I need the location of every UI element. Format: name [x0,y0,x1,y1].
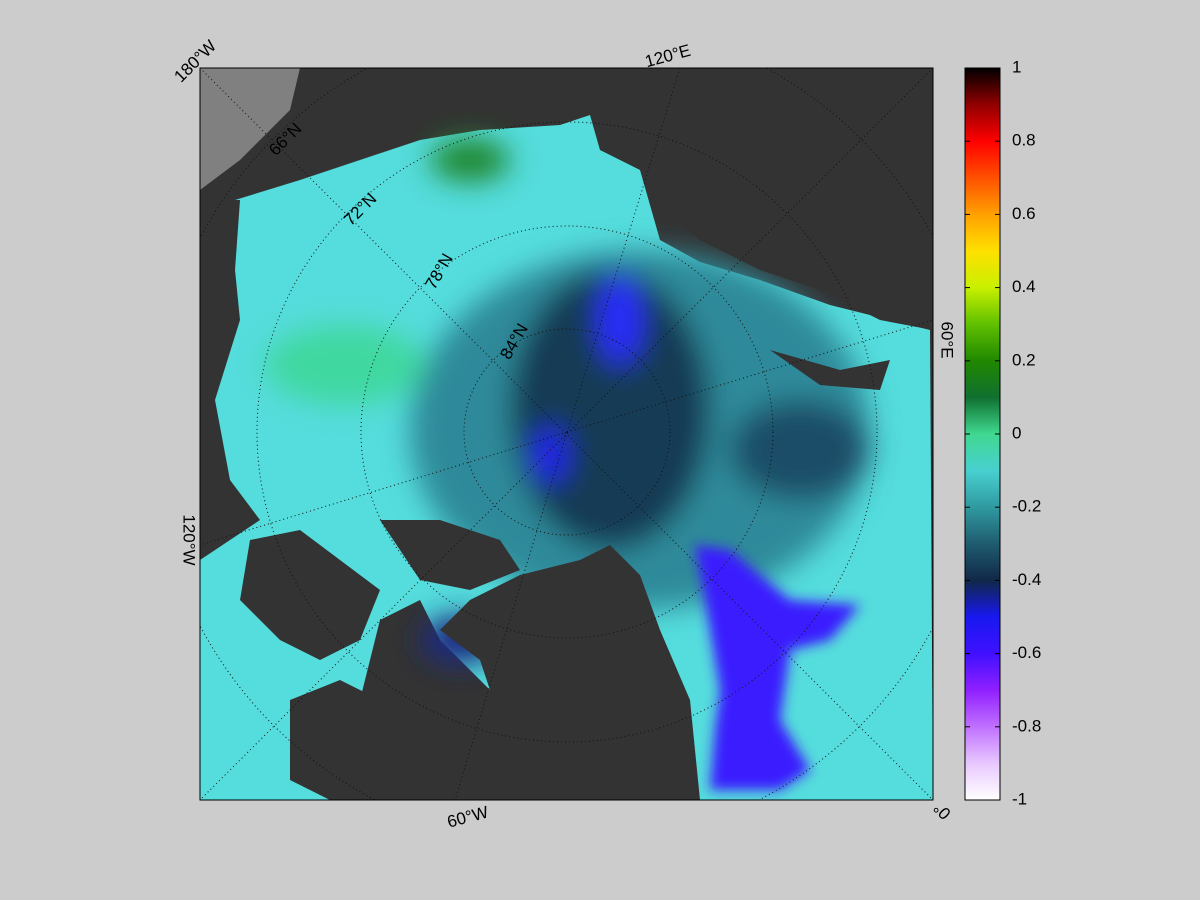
colorbar-tick-label: -0.8 [1012,716,1041,735]
lon-label: 60°E [938,321,957,358]
map [200,68,933,800]
land [290,680,380,800]
ocean-high [265,325,425,405]
ocean-low [532,427,568,483]
land [380,520,520,590]
colorbar: 1 0.8 0.6 0.4 0.2 0 -0.2 -0.4 -0.6 -0.8 -1 [964,57,1041,808]
land-gray [200,68,300,190]
colorbar-tick-label: 0.2 [1012,350,1036,369]
lon-label: 120°W [180,514,199,565]
map-frame [199,67,934,801]
land [770,350,890,390]
colorbar-tick-label: -0.2 [1012,497,1041,516]
graticule [200,68,933,800]
colorbar-tick-label: 1 [1012,57,1021,76]
ocean-deeper [730,400,870,500]
lon-label: 120°E [643,41,693,71]
colorbar-tick-label: 0 [1012,423,1021,442]
land [240,530,380,660]
greenland [440,545,700,800]
colorbar-tick-label: 0.8 [1012,131,1036,150]
land [200,200,240,270]
colorbar-tick-label: -1 [1012,789,1027,808]
colorbar-tick-label: 0.4 [1012,277,1036,296]
colorbar-tick-label: 0.6 [1012,204,1036,223]
land [600,68,933,330]
ocean-low [695,545,860,790]
ocean-low [598,275,642,365]
lon-label: 60°W [445,802,490,831]
ocean-high [430,138,510,182]
colorbar-scale [964,67,1001,801]
colorbar-tick-label: -0.6 [1012,643,1041,662]
ocean-deeper [510,270,710,550]
lon-label: 0° [930,798,955,823]
colorbar-tick-label: -0.4 [1012,570,1041,589]
